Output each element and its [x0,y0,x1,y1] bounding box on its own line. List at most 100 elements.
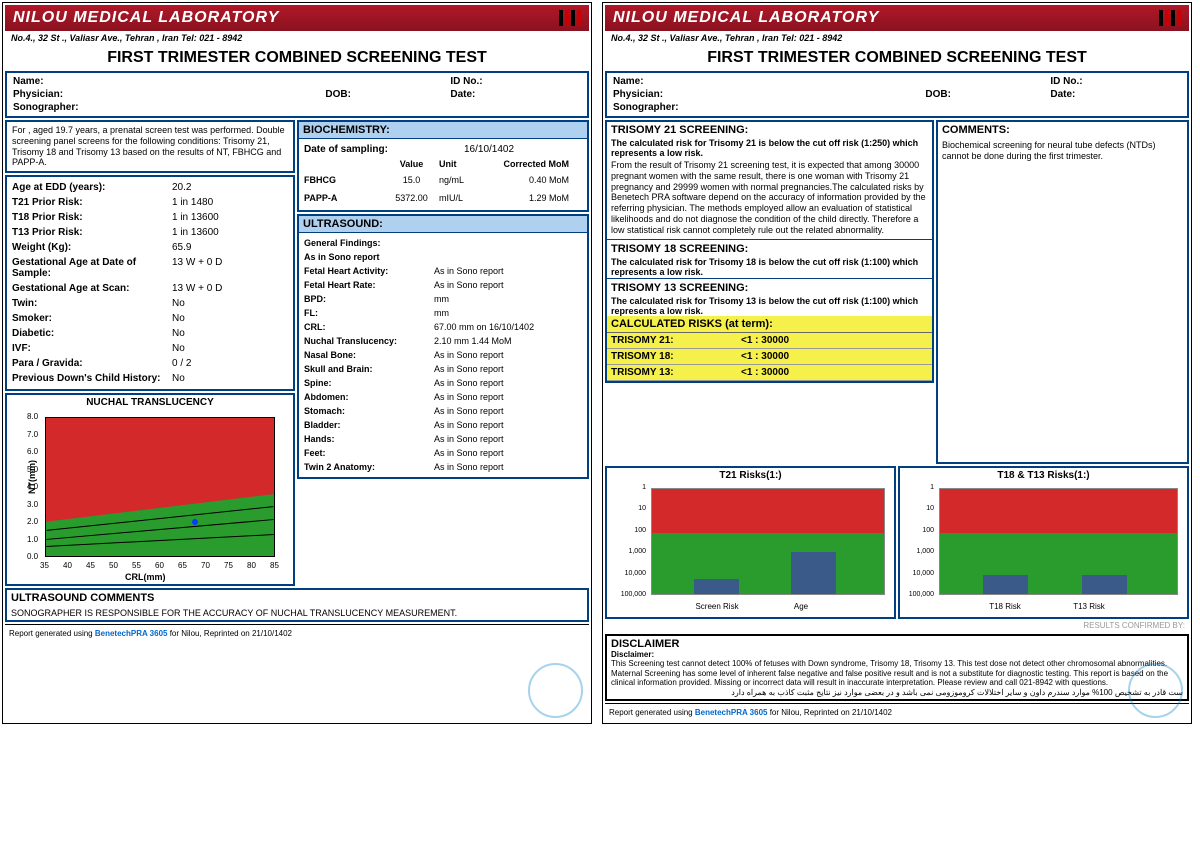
lab-address-2: No.4., 32 St ., Valiasr Ave., Tehran , I… [605,31,1189,45]
ultrasound-row: Hands:As in Sono report [304,432,582,446]
ultrasound-row: Abdomen:As in Sono report [304,390,582,404]
patient-info-box: Name: ID No.: Physician:DOB:Date: Sonogra… [5,71,589,118]
us-comments-text: SONOGRAPHER IS RESPONSIBLE FOR THE ACCUR… [7,606,587,620]
comments-text: Biochemical screening for neural tube de… [938,138,1187,164]
ultrasound-row: BPD:mm [304,292,582,306]
ultrasound-row: Fetal Heart Rate:As in Sono report [304,278,582,292]
footer-software: BenetechPRA 3605 [95,629,168,638]
demographic-row: Previous Down's Child History:No [12,371,288,386]
stamp-icon [528,663,583,718]
ultrasound-row: Nuchal Translucency:2.10 mm 1.44 MoM [304,334,582,348]
ultrasound-row: As in Sono report [304,250,582,264]
comments-title: COMMENTS: [938,122,1187,138]
demographic-row: Weight (Kg):65.9 [12,240,288,255]
patient-info-box-2: Name:ID No.: Physician:DOB:Date: Sonogra… [605,71,1189,118]
demographic-row: T13 Prior Risk:1 in 13600 [12,225,288,240]
t21-text: From the result of Trisomy 21 screening … [607,158,932,238]
t21-panel: TRISOMY 21 SCREENING: The calculated ris… [605,120,934,383]
risk-bar [791,552,836,594]
name-label: Name: [13,76,325,87]
risk-charts-row: T21 Risks(1:) 1101001,00010,000100,000 S… [605,466,1189,619]
ultrasound-row: Bladder:As in Sono report [304,418,582,432]
lab-name: NILOU MEDICAL LABORATORY [13,9,279,27]
disclaimer-rtl: ست قادر به تشخیص 100% موارد سندرم داون و… [611,688,1183,698]
disclaimer-text: This Screening test cannot detect 100% o… [611,659,1183,688]
report-title-2: FIRST TRIMESTER COMBINED SCREENING TEST [605,45,1189,71]
sampling-label: Date of sampling: [304,144,464,155]
ultrasound-row: Nasal Bone:As in Sono report [304,348,582,362]
ultrasound-row: FL:mm [304,306,582,320]
calculated-risks: CALCULATED RISKS (at term): TRISOMY 21:<… [607,316,932,381]
dob-label: DOB: [325,89,450,100]
ultrasound-row: CRL:67.00 mm on 16/10/1402 [304,320,582,334]
disclaimer-title: DISCLAIMER [611,638,1183,650]
demographic-row: IVF:No [12,341,288,356]
report-title: FIRST TRIMESTER COMBINED SCREENING TEST [5,45,589,71]
intro-panel: For , aged 19.7 years, a prenatal screen… [5,120,295,173]
t13-title: TRISOMY 13 SCREENING: [607,280,932,296]
demographic-row: Twin:No [12,296,288,311]
ultrasound-row: Fetal Heart Activity:As in Sono report [304,264,582,278]
demographic-row: Age at EDD (years):20.2 [12,180,288,195]
ultrasound-row: Spine:As in Sono report [304,376,582,390]
t18-sub: The calculated risk for Trisomy 18 is be… [607,257,932,277]
sampling-value: 16/10/1402 [464,144,582,155]
calc-risk-row: TRISOMY 13:<1 : 30000 [607,365,932,381]
calc-header: CALCULATED RISKS (at term): [607,316,932,333]
nt-chart-title: NUCHAL TRANSLUCENCY [7,395,293,410]
physician-label: Physician: [13,89,325,100]
footer-2: Report generated using BenetechPRA 3605 … [605,703,1189,721]
page-2: NILOU MEDICAL LABORATORY No.4., 32 St .,… [602,2,1192,724]
lab-logo-icon [559,10,581,26]
demographics-panel: Age at EDD (years):20.2T21 Prior Risk:1 … [5,175,295,391]
page-1: NILOU MEDICAL LABORATORY No.4., 32 St .,… [2,2,592,724]
calc-risk-row: TRISOMY 21:<1 : 30000 [607,333,932,349]
calc-risk-row: TRISOMY 18:<1 : 30000 [607,349,932,365]
ultrasound-header: ULTRASOUND: [299,216,587,233]
t18-t13-risk-chart: T18 & T13 Risks(1:) 1101001,00010,000100… [898,466,1189,619]
us-comments-panel: ULTRASOUND COMMENTS SONOGRAPHER IS RESPO… [5,588,589,622]
lab-header: NILOU MEDICAL LABORATORY [5,5,589,31]
risk-bar [1082,575,1127,594]
intro-text: For , aged 19.7 years, a prenatal screen… [7,122,293,171]
demographic-row: Smoker:No [12,311,288,326]
lab-logo-icon-2 [1159,10,1181,26]
demographic-row: Gestational Age at Scan:13 W + 0 D [12,281,288,296]
biochemistry-panel: BIOCHEMISTRY: Date of sampling:16/10/140… [297,120,589,212]
biochem-row: FBHCG15.0ng/mL0.40 MoM [304,171,582,189]
risk-bar [983,575,1028,594]
lab-address: No.4., 32 St ., Valiasr Ave., Tehran , I… [5,31,589,45]
ultrasound-row: Stomach:As in Sono report [304,404,582,418]
biochem-header: BIOCHEMISTRY: [299,122,587,139]
nt-chart-panel: NUCHAL TRANSLUCENCY NT(mm) CRL(mm) 0.01.… [5,393,295,586]
t21-risk-chart: T21 Risks(1:) 1101001,00010,000100,000 S… [605,466,896,619]
stamp-icon-2 [1128,663,1183,718]
lab-name-2: NILOU MEDICAL LABORATORY [613,9,879,27]
demographic-row: T21 Prior Risk:1 in 1480 [12,195,288,210]
us-comments-title: ULTRASOUND COMMENTS [7,590,587,606]
ultrasound-row: General Findings: [304,236,582,250]
t21-title: TRISOMY 21 SCREENING: [607,122,932,138]
demographic-row: Gestational Age at Date of Sample:13 W +… [12,255,288,281]
risk-bar [694,579,739,594]
disclaimer-sub: Disclaimer: [611,650,1183,659]
nt-xlabel: CRL(mm) [125,572,166,582]
t18-title: TRISOMY 18 SCREENING: [607,241,932,257]
demographic-row: Diabetic:No [12,326,288,341]
confirm-label: RESULTS CONFIRMED BY: [605,619,1189,632]
lab-header-2: NILOU MEDICAL LABORATORY [605,5,1189,31]
id-label: ID No.: [450,76,581,87]
date-label: Date: [450,89,581,100]
t13-sub: The calculated risk for Trisomy 13 is be… [607,296,932,316]
ultrasound-row: Twin 2 Anatomy:As in Sono report [304,460,582,474]
ultrasound-row: Feet:As in Sono report [304,446,582,460]
nt-chart: NT(mm) CRL(mm) 0.01.02.03.04.05.06.07.08… [15,412,285,582]
footer: Report generated using BenetechPRA 3605 … [5,624,589,642]
demographic-row: T18 Prior Risk:1 in 13600 [12,210,288,225]
disclaimer-box: DISCLAIMER Disclaimer: This Screening te… [605,634,1189,701]
t21-sub: The calculated risk for Trisomy 21 is be… [607,138,932,158]
ultrasound-row: Skull and Brain:As in Sono report [304,362,582,376]
demographic-row: Para / Gravida:0 / 2 [12,356,288,371]
biochem-row: PAPP-A5372.00mIU/L1.29 MoM [304,189,582,207]
sonographer-label: Sonographer: [13,102,325,113]
